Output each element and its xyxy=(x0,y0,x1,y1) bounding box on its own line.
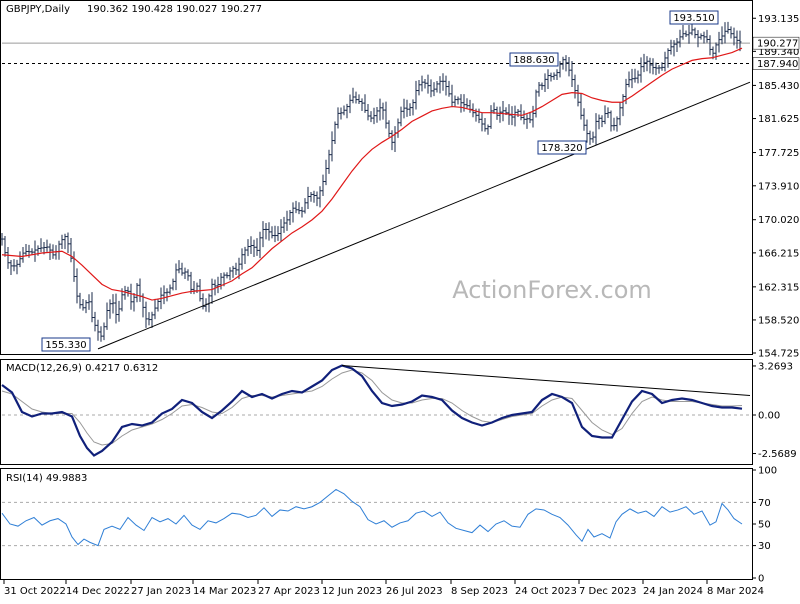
current-price-tag: 190.277 xyxy=(752,36,800,50)
x-axis-tick-label: 31 Oct 2022 xyxy=(4,586,66,597)
rising-trendline xyxy=(97,81,751,350)
x-axis-tick-label: 8 Sep 2023 xyxy=(451,586,508,597)
macd-label: MACD(12,26,9) 0.4217 0.6312 xyxy=(6,363,158,374)
x-axis-tick-label: 26 Jul 2023 xyxy=(386,586,443,597)
x-axis-tick-label: 8 Mar 2024 xyxy=(707,586,764,597)
axis-layer: 193.135 189.340 185.430 181.625 177.725 173.9… xyxy=(3,14,800,597)
current-price-tag-text: 190.277 xyxy=(757,39,798,50)
symbol-label: GBPJPY,Daily xyxy=(6,4,70,15)
moving-average-line xyxy=(1,47,743,301)
price-axis-tick-label: 189.340 xyxy=(758,47,799,58)
price-axis-tick-label: 173.910 xyxy=(758,181,799,192)
annotation-box xyxy=(669,10,719,25)
price-axis-tick-label: 193.135 xyxy=(758,14,799,25)
annotation-188-630: 188.630 xyxy=(509,52,559,67)
level-price-tag-bg xyxy=(752,57,800,70)
macd-layer xyxy=(1,364,751,457)
annotation-label: 178.320 xyxy=(541,143,582,154)
macd-line xyxy=(1,364,743,457)
price-axis-tick-label: 185.430 xyxy=(758,81,799,92)
panel-titles: GBPJPY,Daily 190.362 190.428 190.027 190… xyxy=(6,4,262,484)
x-axis-tick-label: 24 Jan 2024 xyxy=(643,586,703,597)
annotation-193-510: 193.510 xyxy=(669,10,719,25)
annotation-label: 188.630 xyxy=(513,55,554,66)
rsi-label: RSI(14) 49.9883 xyxy=(6,473,87,484)
macd-trendline xyxy=(341,365,751,396)
macd-axis-tick-label: 3.2693 xyxy=(758,361,793,372)
current-price-tag-bg xyxy=(752,36,800,50)
x-axis-tick-label: 7 Dec 2023 xyxy=(579,586,637,597)
price-axis-tick-label: 166.215 xyxy=(758,248,799,259)
x-axis-tick-label: 14 Dec 2022 xyxy=(66,586,130,597)
price-layer: 193.510 188.630 178.320 155.330 xyxy=(0,10,751,352)
rsi-axis-tick-label: 0 xyxy=(758,574,764,585)
x-axis-tick-label: 24 Oct 2023 xyxy=(515,586,577,597)
level-price-tag-text: 187.940 xyxy=(757,59,798,70)
rsi-axis-tick-label: 30 xyxy=(758,541,771,552)
x-axis-tick-label: 14 Mar 2023 xyxy=(193,586,256,597)
price-axis-tick-label: 181.625 xyxy=(758,114,799,125)
price-axis-tick-label: 170.020 xyxy=(758,215,799,226)
annotation-label: 193.510 xyxy=(673,13,714,24)
rsi-axis-tick-label: 70 xyxy=(758,498,771,509)
price-panel-frame xyxy=(0,0,753,355)
price-axis-tick-label: 154.725 xyxy=(758,349,799,360)
macd-axis-tick-label: 0.00 xyxy=(758,411,780,422)
watermark: ActionForex.com xyxy=(452,276,652,304)
annotation-box xyxy=(509,52,559,67)
annotation-178-320: 178.320 xyxy=(537,140,587,155)
annotation-box xyxy=(537,140,587,155)
rsi-layer xyxy=(1,488,750,547)
price-axis-tick-label: 177.725 xyxy=(758,148,799,159)
annotation-155-330: 155.330 xyxy=(41,337,91,352)
annotation-label: 155.330 xyxy=(45,340,86,351)
rsi-axis-tick-label: 50 xyxy=(758,520,771,531)
macd-axis-tick-label: -2.5689 xyxy=(758,449,797,460)
x-axis-tick-label: 12 Jun 2023 xyxy=(322,586,382,597)
price-axis-tick-label: 158.520 xyxy=(758,315,799,326)
macd-panel-frame xyxy=(0,359,753,465)
x-axis-tick-label: 27 Apr 2023 xyxy=(258,586,320,597)
rsi-line xyxy=(1,488,743,547)
rsi-axis-tick-label: 100 xyxy=(758,466,777,477)
x-axis-tick-label: 27 Jan 2023 xyxy=(131,586,191,597)
ohlc-label: 190.362 190.428 190.027 190.277 xyxy=(87,4,262,15)
price-bars xyxy=(0,21,742,342)
price-axis-tick-label: 162.315 xyxy=(758,282,799,293)
macd-signal-line xyxy=(1,369,743,446)
annotation-box xyxy=(41,337,91,352)
level-price-tag: 187.940 xyxy=(752,57,800,70)
